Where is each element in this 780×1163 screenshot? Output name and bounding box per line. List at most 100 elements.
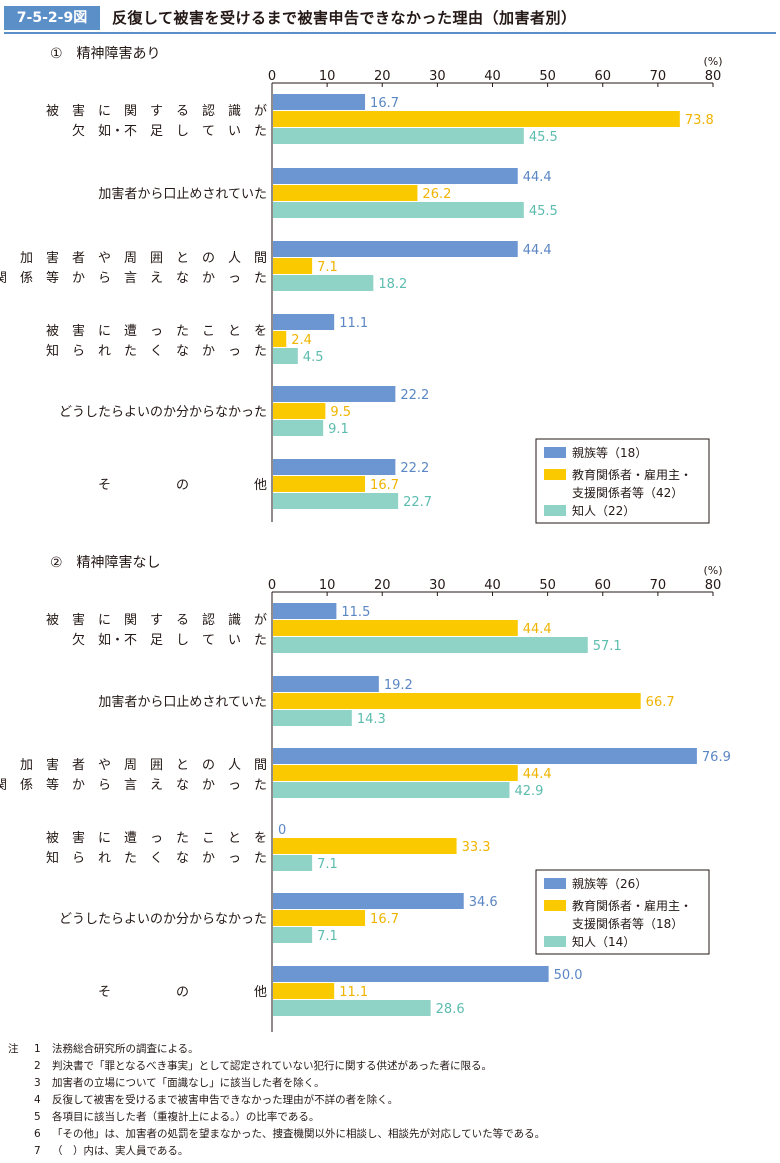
value-label: 50.0: [554, 968, 583, 983]
x-tick-label: 40: [484, 578, 501, 593]
bar: [273, 893, 464, 909]
category-label: 被 害 に 関 す る 認 識 が: [46, 103, 267, 119]
x-tick-label: 10: [319, 578, 336, 593]
value-label: 33.3: [462, 840, 491, 855]
value-label: 34.6: [469, 895, 498, 910]
bar: [273, 348, 298, 364]
category-label: そ の 他: [98, 985, 267, 1000]
value-label: 73.8: [685, 113, 714, 128]
header-rule: [4, 32, 776, 34]
value-label: 22.2: [400, 461, 429, 476]
bar: [273, 386, 396, 402]
value-label: 9.1: [328, 422, 349, 437]
x-tick-label: 80: [705, 69, 722, 84]
value-label: 76.9: [702, 750, 731, 765]
legend-label: 親族等（18）: [572, 446, 647, 460]
bar: [273, 927, 313, 943]
note-text: 各項目に該当した者（重複計上による。）の比率である。: [52, 1111, 320, 1123]
category-label: 関 係 等 か ら 言 え な か っ た: [0, 777, 267, 793]
bar: [273, 403, 326, 419]
x-tick-label: 70: [650, 578, 667, 593]
bar: [273, 1000, 431, 1016]
value-label: 22.2: [400, 388, 429, 403]
bar: [273, 459, 396, 475]
value-label: 16.7: [370, 912, 399, 927]
value-label: 16.7: [370, 96, 399, 111]
x-tick-label: 0: [268, 578, 276, 593]
legend-label: 教育関係者・雇用主・: [572, 467, 692, 482]
category-label: 加害者から口止めされていた: [98, 694, 267, 710]
note-text: 反復して被害を受けるまで被害申告できなかった理由が不詳の者を除く。: [52, 1094, 399, 1106]
value-label: 4.5: [303, 350, 324, 365]
note-text: 加害者の立場について「面識なし」に該当した者を除く。: [52, 1077, 325, 1089]
category-label: 知 ら れ た く な か っ た: [46, 343, 267, 359]
value-label: 18.2: [378, 277, 407, 292]
bar: [273, 693, 641, 709]
note-text: 「その他」は、加害者の処罰を望まなかった、捜査機関以外に相談し、相談先が対応して…: [52, 1128, 546, 1140]
x-tick-label: 60: [594, 69, 611, 84]
bar: [273, 420, 324, 436]
bar: [273, 748, 697, 764]
bar: [273, 782, 510, 798]
legend-swatch: [544, 447, 566, 458]
legend-swatch: [544, 900, 566, 911]
x-tick-label: 70: [650, 69, 667, 84]
category-label: どうしたらよいのか分からなかった: [59, 405, 267, 420]
value-label: 44.4: [523, 622, 552, 637]
bar: [273, 493, 399, 509]
figure-number: 7-5-2-9図: [4, 6, 100, 30]
x-tick-label: 60: [594, 578, 611, 593]
category-label: 被 害 に 遭 っ た こ と を: [46, 323, 267, 339]
value-label: 19.2: [384, 678, 413, 693]
note-text: 判決書で「罪となるべき事実」として認定されていない犯行に関する供述があった者に限…: [52, 1060, 493, 1072]
x-tick-label: 50: [539, 69, 556, 84]
note-number: 2: [34, 1060, 41, 1072]
note-text: 法務総合研究所の調査による。: [52, 1043, 199, 1055]
bar: [273, 241, 518, 257]
legend-label: 親族等（26）: [572, 877, 647, 891]
x-tick-label: 40: [484, 69, 501, 84]
bar: [273, 603, 337, 619]
bar: [273, 637, 588, 653]
x-tick-label: 0: [268, 69, 276, 84]
legend-label: 知人（14）: [572, 935, 635, 949]
note-number: 3: [34, 1077, 41, 1089]
bar: [273, 966, 549, 982]
legend-swatch: [544, 936, 566, 947]
bar: [273, 855, 313, 871]
note-number: 4: [34, 1094, 41, 1106]
bar: [273, 910, 366, 926]
x-tick-label: 20: [374, 69, 391, 84]
legend-swatch: [544, 469, 566, 480]
value-label: 2.4: [291, 333, 312, 348]
value-label: 22.7: [403, 495, 432, 510]
unit-label: (%): [703, 564, 722, 577]
value-label: 11.5: [341, 605, 370, 620]
bar: [273, 765, 518, 781]
unit-label: (%): [703, 55, 722, 68]
value-label: 57.1: [593, 639, 622, 654]
panel-title: ② 精神障害なし: [50, 555, 161, 571]
charts-canvas: ① 精神障害あり (%) 0 10 20 30 40 50 60 70 80 被 害 に 関 す る …: [0, 46, 731, 1032]
value-label: 7.1: [317, 857, 338, 872]
bar: [273, 168, 518, 184]
note-number: 7: [34, 1145, 41, 1157]
legend-label: 支援関係者等（18）: [572, 917, 683, 931]
bar: [273, 983, 335, 999]
legend-label: 支援関係者等（42）: [572, 486, 683, 500]
value-label: 9.5: [330, 405, 351, 420]
value-label: 44.4: [523, 767, 552, 782]
bar: [273, 202, 524, 218]
value-label: 45.5: [529, 204, 558, 219]
category-label: 被 害 に 遭 っ た こ と を: [46, 830, 267, 846]
value-label: 44.4: [523, 170, 552, 185]
value-label: 14.3: [357, 712, 386, 727]
category-label: 知 ら れ た く な か っ た: [46, 850, 267, 866]
x-tick-label: 50: [539, 578, 556, 593]
x-tick-label: 10: [319, 69, 336, 84]
legend-swatch: [544, 505, 566, 516]
category-label: 被 害 に 関 す る 認 識 が: [46, 612, 267, 628]
x-tick-label: 20: [374, 578, 391, 593]
value-label: 45.5: [529, 130, 558, 145]
bar: [273, 314, 335, 330]
